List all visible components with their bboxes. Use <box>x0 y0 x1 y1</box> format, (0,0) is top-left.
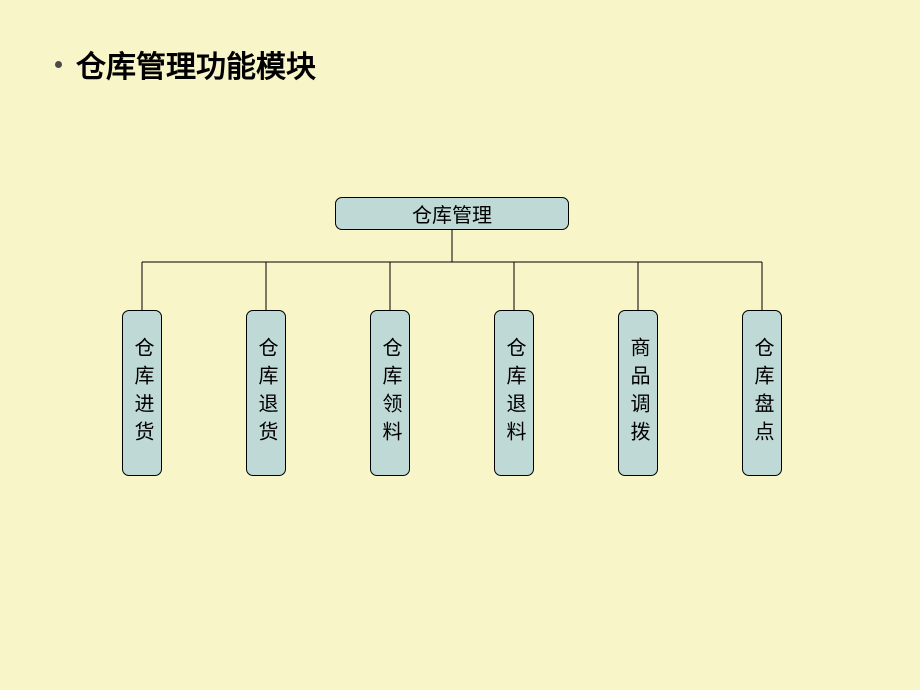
org-child-node: 仓库退货 <box>246 310 286 476</box>
org-root-node: 仓库管理 <box>335 197 569 230</box>
org-child-label: 商品调拨 <box>628 337 648 449</box>
org-child-label: 仓库领料 <box>380 337 400 449</box>
org-child-node: 仓库领料 <box>370 310 410 476</box>
org-child-label: 仓库退货 <box>256 337 276 449</box>
org-child-node: 仓库进货 <box>122 310 162 476</box>
org-child-node: 仓库盘点 <box>742 310 782 476</box>
org-child-label: 仓库盘点 <box>752 337 772 449</box>
org-child-node: 商品调拨 <box>618 310 658 476</box>
org-child-label: 仓库退料 <box>504 337 524 449</box>
org-child-node: 仓库退料 <box>494 310 534 476</box>
org-child-label: 仓库进货 <box>132 337 152 449</box>
org-root-label: 仓库管理 <box>412 199 492 228</box>
